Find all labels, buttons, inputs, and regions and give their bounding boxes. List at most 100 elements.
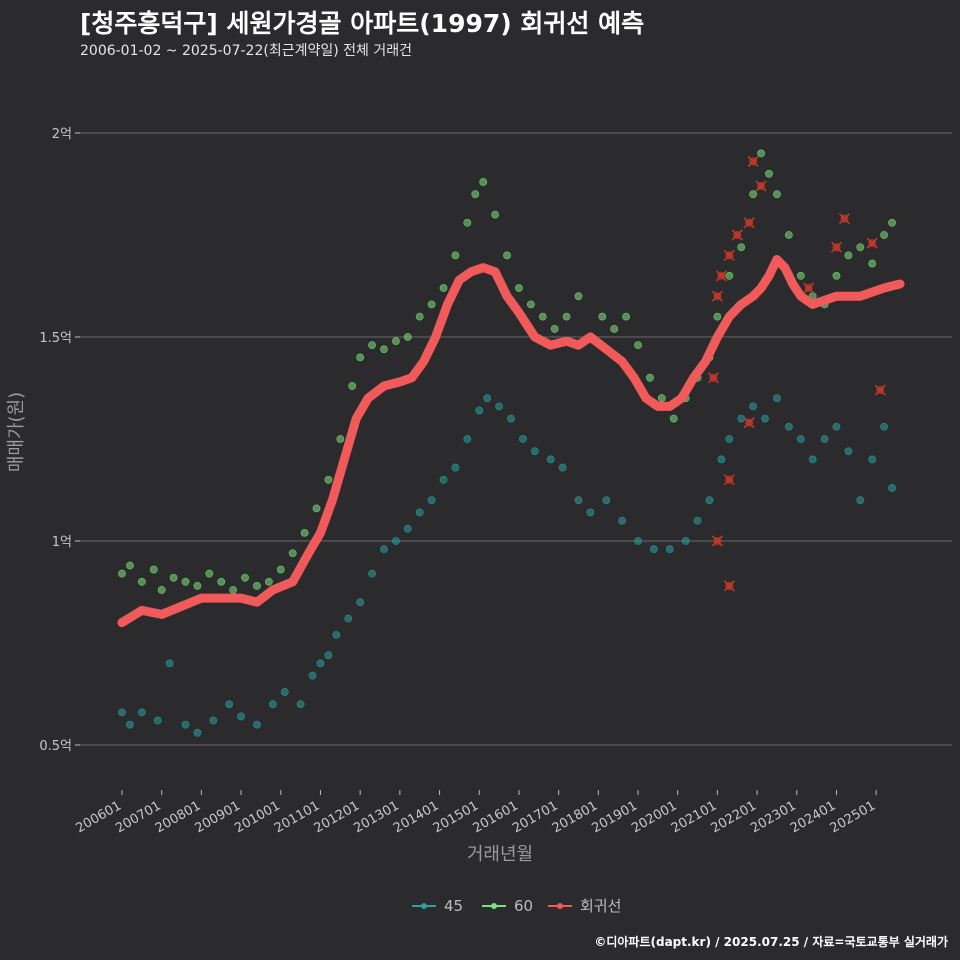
regression-line — [117, 255, 905, 628]
point-45-4 — [165, 659, 174, 668]
point-45-59 — [856, 496, 865, 505]
point-60-0 — [118, 569, 126, 578]
point-45-31 — [495, 402, 503, 411]
point-45-11 — [268, 700, 277, 709]
point-60-26 — [415, 312, 424, 321]
point-45-43 — [665, 545, 674, 554]
point-60-23 — [380, 345, 388, 354]
point-45-61 — [880, 422, 889, 431]
point-60-14 — [276, 565, 285, 574]
point-60-55 — [749, 190, 758, 199]
point-45-24 — [415, 508, 424, 517]
point-45-33 — [519, 435, 527, 443]
point-45-51 — [761, 414, 769, 423]
point-45-52 — [773, 394, 781, 403]
point-60-34 — [503, 251, 511, 260]
axis-layer: 0.5억1억1.5억2억2006012007012008012009012010… — [39, 127, 878, 836]
marked-trade-8 — [711, 535, 723, 547]
point-60-47 — [657, 394, 666, 403]
point-45-36 — [558, 463, 567, 472]
point-45-37 — [574, 496, 583, 505]
point-45-22 — [391, 537, 400, 545]
point-60-45 — [634, 341, 642, 350]
point-45-58 — [844, 447, 853, 456]
point-45-29 — [475, 406, 484, 415]
marked-trades-layer — [707, 155, 886, 592]
marked-trade-15 — [866, 237, 878, 249]
point-60-59 — [784, 231, 793, 239]
point-60-25 — [403, 333, 412, 341]
x-tick-label-19: 202501 — [828, 798, 878, 836]
point-60-5 — [169, 573, 178, 582]
marked-trade-3 — [723, 249, 735, 261]
marked-trade-12 — [803, 282, 815, 294]
point-45-16 — [324, 651, 333, 660]
point-60-44 — [622, 312, 631, 321]
marked-trade-13 — [830, 241, 843, 253]
point-60-30 — [463, 218, 472, 227]
point-60-21 — [356, 353, 365, 362]
point-45-25 — [427, 496, 436, 505]
point-45-26 — [439, 475, 448, 484]
point-60-56 — [757, 149, 765, 158]
point-60-4 — [157, 586, 166, 594]
y-tick-label-3: 2억 — [52, 127, 72, 142]
point-45-7 — [209, 716, 218, 725]
point-60-17 — [312, 504, 321, 513]
point-45-45 — [693, 516, 702, 525]
point-60-60 — [796, 271, 805, 280]
point-60-65 — [856, 243, 865, 252]
point-45-41 — [634, 537, 642, 545]
point-45-54 — [796, 435, 805, 443]
point-45-14 — [308, 671, 317, 680]
point-60-27 — [427, 300, 436, 309]
point-60-33 — [491, 210, 500, 219]
chart-subtitle: 2006-01-02 ~ 2025-07-22(최근계약일) 전체 거래건 — [80, 43, 412, 59]
point-45-13 — [296, 700, 305, 709]
point-60-3 — [149, 565, 158, 574]
point-60-63 — [832, 271, 841, 280]
marked-trade-1 — [711, 290, 723, 302]
point-60-13 — [264, 577, 273, 586]
legend-label-regression: 회귀선 — [580, 897, 621, 915]
point-60-46 — [646, 373, 654, 382]
point-45-1 — [126, 720, 134, 729]
point-60-12 — [253, 581, 261, 590]
point-60-36 — [526, 300, 535, 309]
point-60-9 — [217, 577, 226, 586]
marked-trade-6 — [747, 155, 759, 168]
point-60-67 — [880, 231, 889, 239]
point-60-22 — [368, 341, 376, 350]
point-45-57 — [832, 422, 841, 431]
point-45-5 — [181, 720, 190, 729]
point-60-10 — [229, 586, 238, 594]
point-60-11 — [241, 573, 249, 582]
point-60-6 — [181, 577, 190, 586]
point-45-38 — [586, 508, 595, 517]
point-45-15 — [316, 659, 325, 668]
scatter-60-layer — [118, 149, 896, 594]
point-45-46 — [705, 496, 714, 505]
point-45-27 — [451, 463, 460, 472]
point-45-0 — [118, 708, 126, 717]
point-60-32 — [479, 178, 488, 186]
point-45-34 — [530, 447, 539, 456]
point-45-18 — [344, 614, 353, 623]
legend: 45 60 회귀선 — [412, 897, 621, 915]
point-60-52 — [713, 312, 722, 321]
point-45-49 — [737, 414, 746, 423]
point-45-44 — [681, 537, 690, 545]
point-45-20 — [368, 569, 376, 578]
y-axis-title: 매매가(원) — [6, 392, 27, 472]
marked-trade-0 — [707, 372, 720, 384]
point-45-47 — [717, 455, 726, 464]
point-60-42 — [598, 312, 607, 321]
marked-trade-4 — [731, 229, 743, 241]
point-60-38 — [550, 324, 559, 333]
point-60-2 — [137, 577, 146, 586]
marked-trade-16 — [874, 384, 886, 396]
legend-item-regression: 회귀선 — [548, 897, 621, 915]
point-60-64 — [844, 251, 853, 260]
point-60-40 — [574, 292, 583, 301]
point-60-68 — [888, 218, 896, 227]
